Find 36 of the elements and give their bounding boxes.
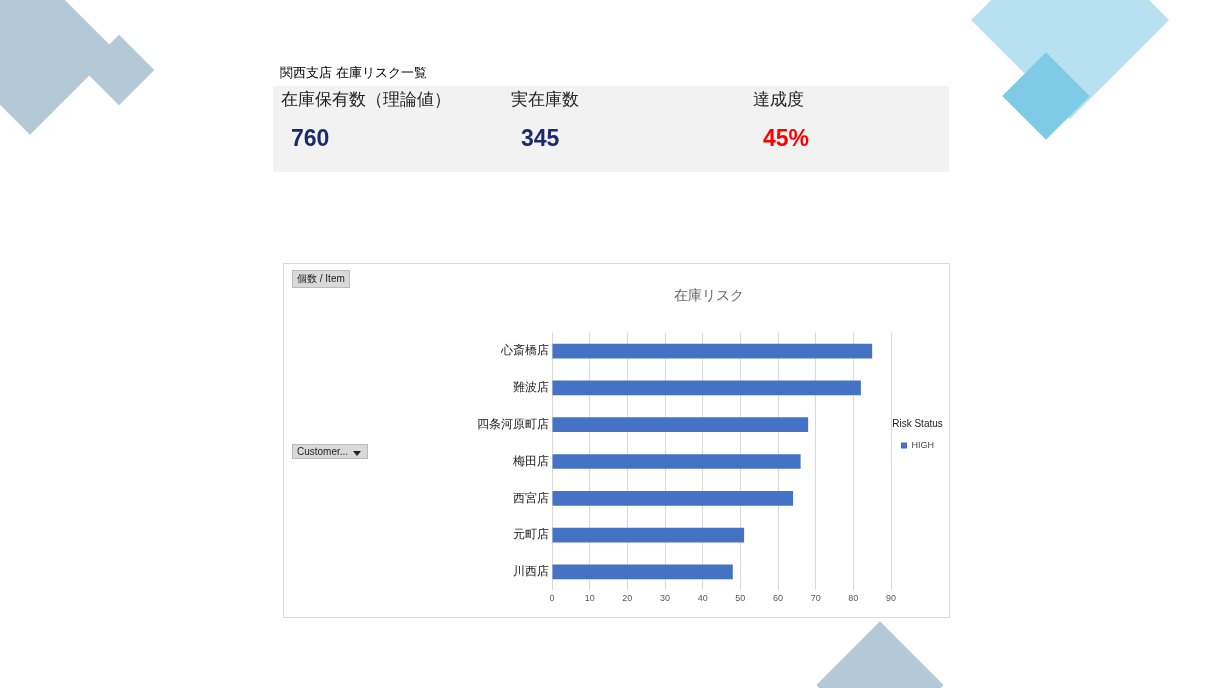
text: 実在庫数 <box>511 89 579 111</box>
legend-title: Risk Status <box>892 417 943 429</box>
text: 達成度 <box>753 89 805 111</box>
text: 個数 / Item <box>292 270 350 288</box>
y-tick-label: 難波店 <box>513 380 549 395</box>
x-tick-label: 30 <box>659 593 671 604</box>
bar <box>552 490 794 506</box>
x-tick-label: 80 <box>848 593 859 604</box>
y-tick-label: 元町店 <box>513 527 549 542</box>
y-tick-label: 梅田店 <box>512 453 549 468</box>
bar <box>552 527 745 543</box>
x-tick-label: 10 <box>584 593 595 604</box>
bar <box>552 380 861 396</box>
x-tick-label: 90 <box>885 593 897 604</box>
x-tick-label: 20 <box>622 593 633 604</box>
bar <box>552 343 873 359</box>
x-tick-label: 40 <box>697 593 708 604</box>
x-tick-label: 0 <box>549 593 555 604</box>
bar <box>552 454 801 469</box>
text: 760 <box>291 125 331 152</box>
text: Customer... <box>292 444 368 459</box>
x-tick-label: 50 <box>735 593 746 604</box>
y-tick-label: 西宮店 <box>513 490 549 505</box>
text: 345 <box>521 125 561 152</box>
text: 45% <box>763 125 810 152</box>
legend-label: HIGH <box>911 439 934 450</box>
bar <box>552 417 809 433</box>
x-tick-label: 70 <box>810 593 821 604</box>
y-tick-label: 川西店 <box>513 564 549 579</box>
y-tick-label: 四条河原町店 <box>477 417 549 432</box>
text: 在庫保有数（理論値） <box>281 89 451 111</box>
bar <box>552 564 733 580</box>
chart-title: 在庫リスク <box>674 287 744 304</box>
text: 関西支店 在庫リスク一覧 <box>280 64 427 82</box>
y-tick-label: 心斎橋店 <box>500 343 549 358</box>
x-tick-label: 60 <box>772 593 784 604</box>
